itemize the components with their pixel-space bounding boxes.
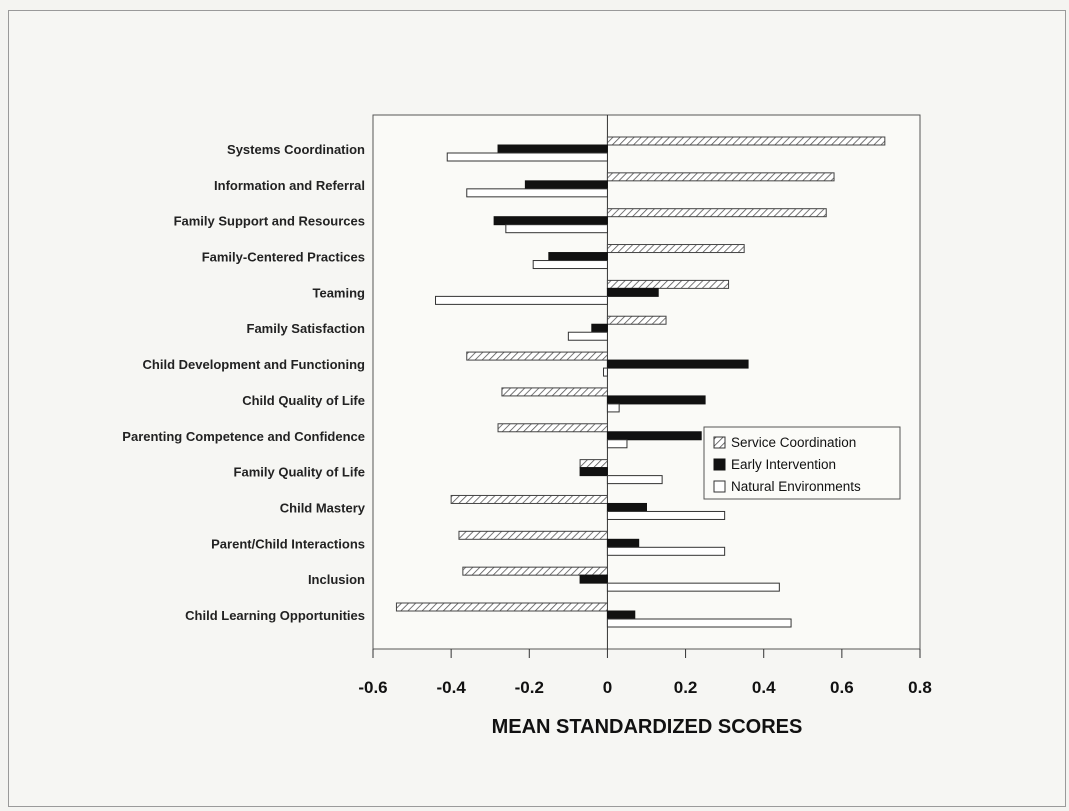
bar-service-coordination-information-and-referral bbox=[606, 172, 835, 182]
bar-natural-environments-family-centered-practices bbox=[532, 260, 608, 270]
bar-natural-environments-family-support-and-resources bbox=[505, 224, 608, 234]
bar-natural-environments-child-mastery bbox=[606, 510, 726, 520]
category-label-family-centered-practices: Family-Centered Practices bbox=[202, 250, 365, 265]
bar-early-intervention-child-learning-opportunities bbox=[606, 610, 636, 620]
bar-service-coordination-child-development-and-functioning bbox=[466, 351, 608, 361]
category-label-systems-coordination: Systems Coordination bbox=[227, 142, 365, 157]
category-label-child-quality-of-life: Child Quality of Life bbox=[242, 393, 365, 408]
bar-service-coordination-child-mastery bbox=[450, 494, 608, 504]
bar-early-intervention-teaming bbox=[606, 287, 659, 297]
bar-early-intervention-family-quality-of-life bbox=[579, 467, 608, 477]
bar-service-coordination-family-centered-practices bbox=[606, 244, 745, 254]
bar-early-intervention-child-quality-of-life bbox=[606, 395, 706, 405]
x-tick-label-0: -0.6 bbox=[358, 678, 387, 697]
bar-early-intervention-family-support-and-resources bbox=[493, 216, 608, 226]
bar-service-coordination-child-learning-opportunities bbox=[395, 602, 608, 612]
x-axis-title: MEAN STANDARDIZED SCORES bbox=[492, 716, 803, 738]
x-tick-label-7: 0.8 bbox=[908, 678, 932, 697]
x-tick-label-5: 0.4 bbox=[752, 678, 776, 697]
bar-natural-environments-child-learning-opportunities bbox=[606, 618, 792, 628]
legend: Service Coordination Early Intervention … bbox=[703, 426, 901, 500]
bar-natural-environments-inclusion bbox=[606, 582, 780, 592]
bar-natural-environments-family-quality-of-life bbox=[606, 475, 663, 485]
category-label-family-quality-of-life: Family Quality of Life bbox=[234, 465, 365, 480]
legend-swatch-service-coordination bbox=[713, 436, 726, 449]
bar-early-intervention-information-and-referral bbox=[524, 180, 608, 190]
bar-service-coordination-inclusion bbox=[462, 566, 608, 576]
category-label-information-and-referral: Information and Referral bbox=[214, 178, 365, 193]
category-label-child-learning-opportunities: Child Learning Opportunities bbox=[185, 608, 365, 623]
bar-natural-environments-information-and-referral bbox=[466, 188, 608, 198]
category-label-parent-child-interactions: Parent/Child Interactions bbox=[211, 536, 365, 551]
x-tick-label-6: 0.6 bbox=[830, 678, 854, 697]
x-tick-label-2: -0.2 bbox=[515, 678, 544, 697]
bar-service-coordination-parent-child-interactions bbox=[458, 530, 608, 540]
legend-label-natural-environments: Natural Environments bbox=[731, 479, 861, 494]
bar-natural-environments-child-development-and-functioning bbox=[603, 367, 608, 377]
legend-label-early-intervention: Early Intervention bbox=[731, 457, 836, 472]
legend-label-service-coordination: Service Coordination bbox=[731, 435, 856, 450]
plot-area bbox=[372, 114, 921, 650]
x-tick-label-4: 0.2 bbox=[674, 678, 698, 697]
x-tick-label-3: 0 bbox=[603, 678, 612, 697]
bar-early-intervention-family-centered-practices bbox=[548, 252, 608, 262]
bar-early-intervention-systems-coordination bbox=[497, 144, 608, 154]
category-label-family-support-and-resources: Family Support and Resources bbox=[174, 214, 365, 229]
legend-box bbox=[703, 426, 901, 500]
bar-early-intervention-family-satisfaction bbox=[591, 323, 608, 333]
category-label-family-satisfaction: Family Satisfaction bbox=[247, 321, 366, 336]
bar-natural-environments-family-satisfaction bbox=[567, 331, 608, 341]
bar-early-intervention-child-development-and-functioning bbox=[606, 359, 749, 369]
bar-service-coordination-teaming bbox=[606, 279, 730, 289]
bar-service-coordination-family-satisfaction bbox=[606, 315, 667, 325]
bar-natural-environments-parent-child-interactions bbox=[606, 546, 726, 556]
bar-service-coordination-systems-coordination bbox=[606, 136, 886, 146]
bar-natural-environments-parenting-competence-and-confidence bbox=[606, 439, 628, 449]
bar-service-coordination-family-quality-of-life bbox=[579, 459, 608, 469]
bar-natural-environments-teaming bbox=[435, 295, 608, 305]
bar-natural-environments-child-quality-of-life bbox=[606, 403, 620, 413]
bar-service-coordination-parenting-competence-and-confidence bbox=[497, 423, 608, 433]
legend-swatch-early-intervention bbox=[713, 458, 726, 471]
bar-early-intervention-child-mastery bbox=[606, 502, 648, 512]
bar-early-intervention-inclusion bbox=[579, 574, 608, 584]
category-label-child-development-and-functioning: Child Development and Functioning bbox=[143, 357, 366, 372]
legend-swatch-natural-environments bbox=[713, 480, 726, 493]
category-label-inclusion: Inclusion bbox=[308, 572, 365, 587]
bar-early-intervention-parenting-competence-and-confidence bbox=[606, 431, 702, 441]
x-tick-label-1: -0.4 bbox=[436, 678, 466, 697]
category-label-parenting-competence-and-confidence: Parenting Competence and Confidence bbox=[122, 429, 365, 444]
category-label-child-mastery: Child Mastery bbox=[280, 500, 366, 515]
category-label-teaming: Teaming bbox=[313, 285, 366, 300]
bar-service-coordination-family-support-and-resources bbox=[606, 208, 827, 218]
bar-natural-environments-systems-coordination bbox=[446, 152, 608, 162]
bar-early-intervention-parent-child-interactions bbox=[606, 538, 640, 548]
bar-service-coordination-child-quality-of-life bbox=[501, 387, 608, 397]
